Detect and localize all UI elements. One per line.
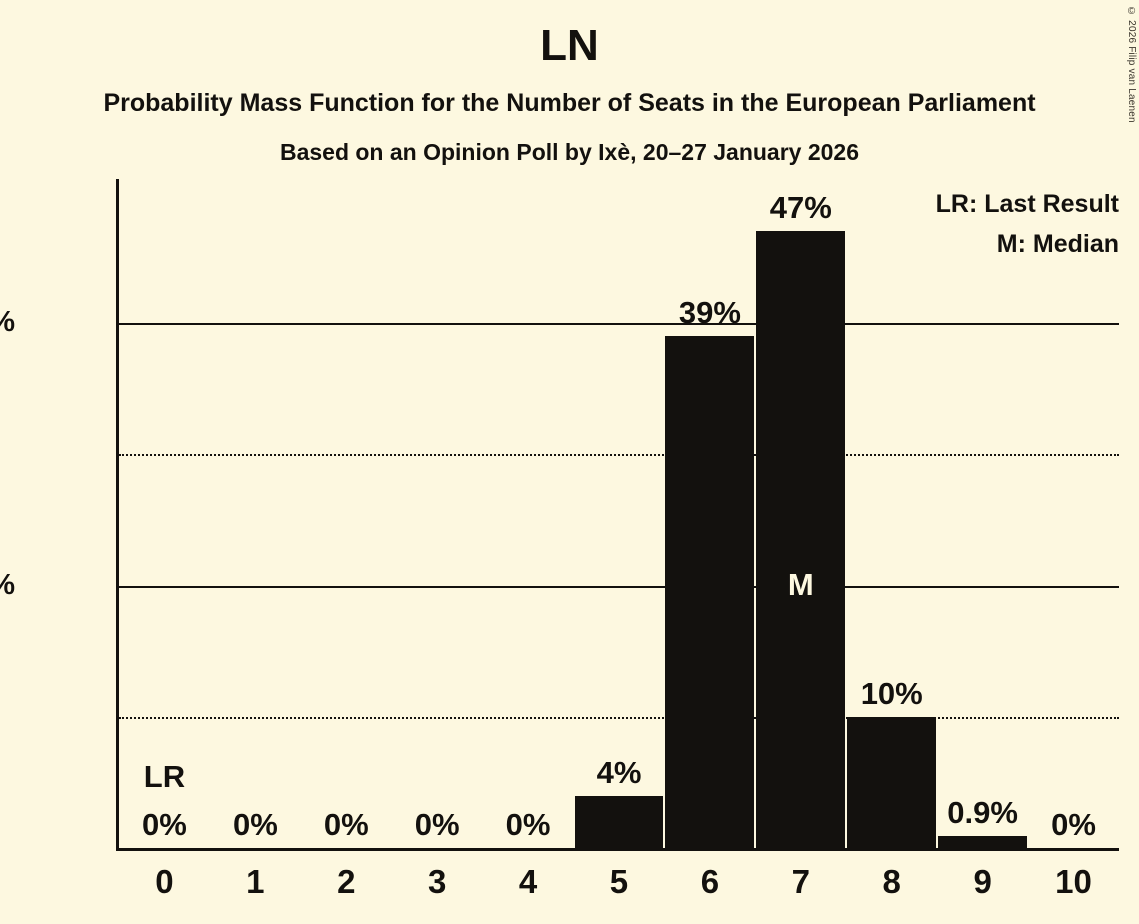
bar-seat-6 (665, 336, 755, 848)
chart-legend: LR: Last Result M: Median (936, 184, 1119, 264)
bar-seat-9 (938, 836, 1028, 848)
bar-value-label-3: 0% (414, 807, 460, 842)
x-tick-label-6: 6 (700, 863, 720, 900)
bar-value-label-2: 0% (323, 807, 369, 842)
x-tick-label-2: 2 (337, 863, 356, 900)
y-tick-label-20: 20% (0, 570, 15, 600)
bar-value-label-5: 4% (596, 754, 642, 790)
bar-value-label-8: 10% (860, 675, 923, 711)
gridline-10 (119, 716, 1119, 719)
plot-area: 0% 0% 0% 0% 0% 4% 39% 47% 10% 0.9% 0% LR M (116, 179, 1119, 851)
x-tick-label-4: 4 (518, 863, 538, 900)
bar-value-label-7: 47% (769, 190, 832, 226)
bar-seat-7 (756, 231, 846, 848)
bar-value-label-4: 0% (505, 807, 551, 842)
chart-subtitle: Probability Mass Function for the Number… (103, 89, 1036, 117)
bar-seat-8 (847, 716, 937, 848)
x-tick-label-10: 10 (1055, 863, 1092, 900)
x-tick-label-1: 1 (246, 863, 265, 900)
gridline-30 (119, 454, 1119, 457)
last-result-marker: LR (143, 759, 186, 794)
y-tick-label-40: 40% (0, 308, 15, 337)
copyright-notice: © 2026 Filip van Laenen (1126, 6, 1137, 123)
x-tick-label-5: 5 (609, 863, 629, 900)
median-marker: M (787, 566, 814, 602)
x-tick-label-3: 3 (427, 863, 447, 900)
bar-value-label-1: 0% (232, 807, 278, 842)
x-tick-label-0: 0 (155, 863, 174, 900)
gridline-20 (119, 585, 1119, 588)
x-axis-line (116, 848, 1119, 851)
gridline-40 (119, 323, 1119, 326)
bar-value-label-0: 0% (142, 807, 187, 842)
chart-source-line: Based on an Opinion Poll by Ixè, 20–27 J… (279, 139, 860, 165)
x-tick-label-7: 7 (791, 863, 810, 900)
bar-seat-5 (574, 795, 664, 848)
page-title: LN (540, 21, 599, 70)
x-tick-label-9: 9 (973, 863, 992, 900)
x-tick-label-8: 8 (882, 863, 901, 900)
bar-value-label-9: 0.9% (947, 795, 1018, 831)
bar-value-label-10: 0% (1051, 807, 1096, 842)
legend-entry-median: M: Median (996, 230, 1119, 258)
legend-entry-last-result: LR: Last Result (935, 190, 1119, 218)
y-axis-line (116, 179, 119, 848)
bar-value-label-6: 39% (678, 295, 741, 331)
